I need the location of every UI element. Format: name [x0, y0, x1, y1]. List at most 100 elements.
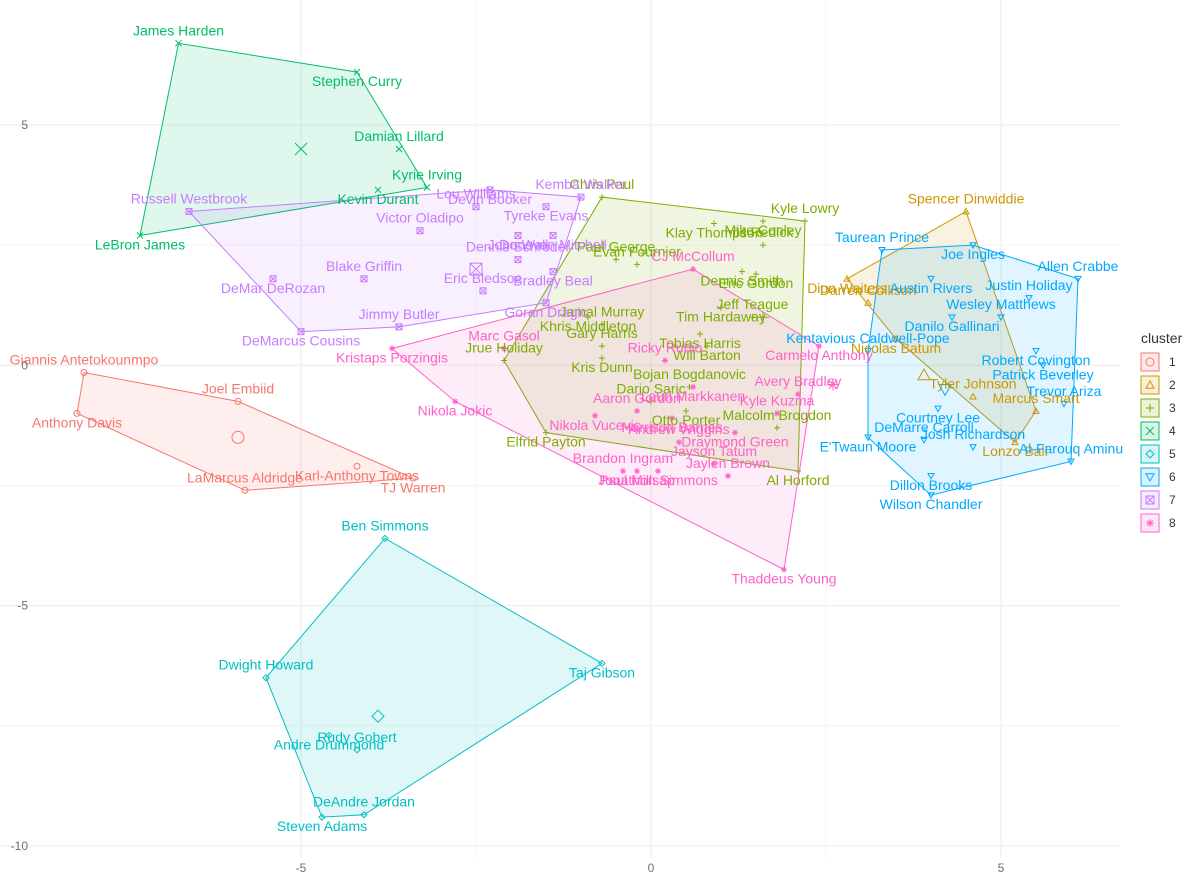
point-jimmy-butler: [395, 323, 403, 331]
point-label-dwight-howard: Dwight Howard: [219, 657, 314, 673]
point-label-dario-saric: Dario Saric: [616, 380, 685, 396]
cluster-hull-1: [76, 371, 414, 491]
point-label-ben-simmons: Ben Simmons: [341, 517, 428, 533]
point-label-anthony-davis: Anthony Davis: [32, 414, 122, 430]
point-label-jonathon-simmons: Jonathon Simmons: [598, 472, 718, 488]
point-label-mike-conley: Mike Conley: [724, 222, 801, 238]
point-jaylen-brown: [725, 472, 731, 479]
point-label-carmelo-anthony: Carmelo Anthony: [765, 347, 872, 363]
point-robert-covington: [1032, 347, 1040, 355]
point-label-lebron-james: LeBron James: [95, 237, 185, 253]
point-nicolas-batum: [892, 334, 900, 342]
point-label-trevor-ariza: Trevor Ariza: [1027, 383, 1102, 399]
point-draymond-green: [732, 429, 738, 436]
cluster-centroid-1: [231, 430, 245, 444]
point-will-barton: [704, 343, 710, 350]
point-layer: [73, 39, 1082, 821]
point-label-otto-porter: Otto Porter: [652, 412, 721, 428]
point-label-stephen-curry: Stephen Curry: [312, 73, 402, 89]
point-label-avery-bradley: Avery Bradley: [755, 373, 842, 389]
point-kyle-kuzma: [774, 410, 780, 417]
cluster-hull-5: [265, 537, 603, 818]
point-label-ricky-rubio: Ricky Rubio: [628, 340, 703, 356]
point-spencer-dinwiddie: [962, 207, 970, 215]
point-aaron-gordon: [634, 407, 640, 414]
point-label-russell-westbrook: Russell Westbrook: [131, 190, 248, 206]
point-label-chris-paul: Chris Paul: [570, 176, 635, 192]
point-label-giannis-antetokounmpo: Giannis Antetokounmpo: [10, 352, 159, 368]
point-label-demar-derozan: DeMar DeRozan: [221, 280, 325, 296]
x-tick-label: -5: [296, 861, 307, 875]
point-danilo-gallinari: [948, 314, 956, 322]
point-darren-collison: [864, 298, 872, 306]
legend-marker-8: [1146, 519, 1154, 527]
point-label-blake-griffin: Blake Griffin: [326, 258, 402, 274]
point-marc-gasol: [501, 345, 507, 352]
legend-marker-6: [1145, 473, 1155, 483]
point-label-austin-rivers: Austin Rivers: [890, 280, 972, 296]
point-joe-ingles: [969, 242, 977, 250]
point-anthony-davis: [73, 409, 81, 417]
point-malcolm-brogdon: [774, 424, 780, 431]
point-label-will-barton: Will Barton: [673, 347, 741, 363]
point-kyle-lowry: [802, 218, 808, 225]
point-label-nikola-jokic: Nikola Jokic: [418, 402, 493, 418]
point-e-twaun-moore: [864, 434, 872, 442]
point-josh-richardson: [969, 444, 977, 452]
point-mike-conley: [760, 218, 766, 225]
point-label-khris-middleton: Khris Middleton: [540, 318, 637, 334]
point-lauri-markkanen: [690, 383, 696, 390]
point-john-wall: [514, 232, 522, 240]
point-label-thaddeus-young: Thaddeus Young: [731, 571, 836, 587]
point-label-justin-holiday: Justin Holiday: [985, 277, 1072, 293]
point-label-jaylen-brown: Jaylen Brown: [686, 455, 770, 471]
point-label-kentavious-caldwell-pope: Kentavious Caldwell-Pope: [786, 330, 950, 346]
point-lonzo-ball: [1011, 438, 1019, 446]
point-label-kris-dunn: Kris Dunn: [571, 359, 632, 375]
point-kentavious-caldwell-pope: [864, 347, 872, 355]
point-label-kyrie-irving: Kyrie Irving: [392, 166, 462, 182]
point-brandon-ingram: [620, 468, 626, 475]
cluster-centroid-4: [294, 142, 308, 156]
cluster-centroid-3: [757, 311, 769, 324]
point-lebron-james: [136, 232, 144, 239]
point-kemba-walker: [577, 193, 585, 201]
point-label-tobias-harris: Tobias Harris: [659, 335, 741, 351]
point-label-allen-crabbe: Allen Crabbe: [1038, 258, 1119, 274]
point-taj-gibson: [598, 659, 606, 668]
point-label-al-horford: Al Horford: [766, 472, 829, 488]
point-cj-mccollum: [690, 266, 696, 273]
legend-marker-5: [1145, 449, 1155, 459]
point-ben-simmons: [381, 534, 389, 543]
point-tobias-harris: [697, 331, 703, 338]
y-tick-label: 0: [21, 358, 28, 372]
point-label-dion-waiters: Dion Waiters: [807, 280, 887, 296]
point-label-jj-redick: JJ Redick: [733, 224, 795, 240]
point-avery-bradley: [795, 391, 801, 398]
legend-marker-7: [1145, 495, 1155, 505]
cluster-centroid-8: [827, 378, 839, 391]
point-rudy-gobert: [353, 746, 361, 754]
point-label-jeff-teague: Jeff Teague: [717, 296, 789, 312]
point-bradley-beal: [549, 268, 557, 276]
point-jamal-murray: [599, 321, 605, 328]
point-james-harden: [175, 39, 182, 47]
point-label-kyle-lowry: Kyle Lowry: [771, 200, 839, 216]
point-label-bojan-bogdanovic: Bojan Bogdanovic: [633, 366, 746, 382]
point-label-john-wall: John Wall: [488, 237, 549, 253]
point-harrison-barnes: [669, 415, 675, 422]
point-label-e-twaun-moore: E'Twaun Moore: [820, 438, 917, 454]
point-jj-redick: [760, 242, 766, 249]
point-label-andre-drummond: Andre Drummond: [274, 736, 385, 752]
point-demarre-carroll: [920, 436, 928, 444]
point-austin-rivers: [927, 275, 935, 283]
point-tim-hardaway: [718, 304, 724, 311]
cluster-centroid-5: [371, 709, 385, 723]
point-label-kristaps-porzingis: Kristaps Porzingis: [336, 349, 448, 365]
legend-label-6: 6: [1169, 470, 1176, 484]
point-label-lonzo-ball: Lonzo Ball: [982, 443, 1047, 459]
point-label-dennis-schroder: Dennis Schroder: [466, 239, 571, 255]
point-label-joe-ingles: Joe Ingles: [941, 246, 1005, 262]
